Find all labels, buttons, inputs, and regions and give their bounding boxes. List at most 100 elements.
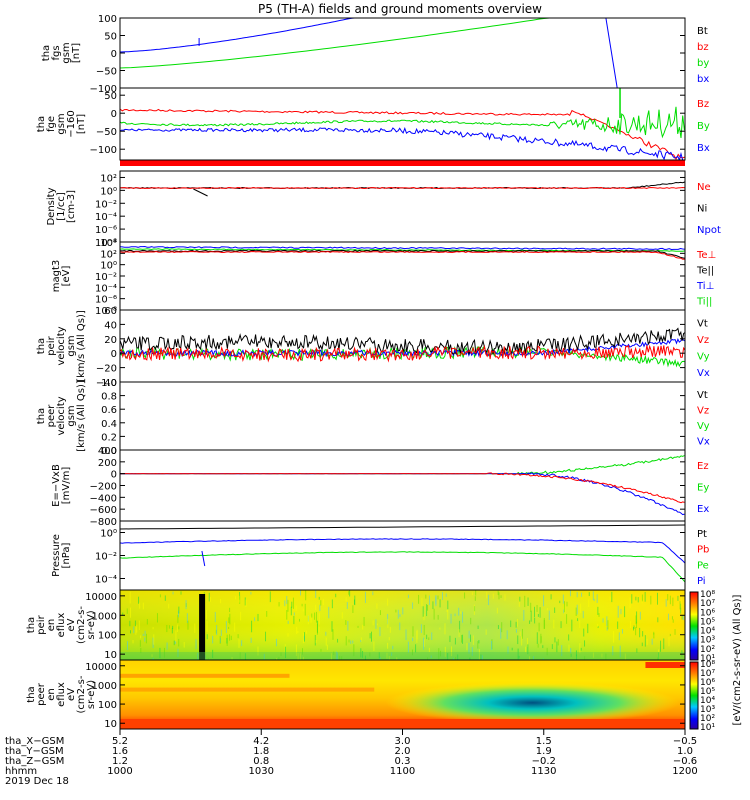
y-axis-label: velocity	[56, 396, 67, 435]
ion-pixel	[644, 635, 646, 647]
ion-pixel	[466, 643, 468, 651]
y-axis-label: eV	[66, 688, 77, 701]
ion-pixel	[391, 652, 393, 656]
y-tick-label: 0	[111, 470, 117, 481]
ion-pixel	[234, 622, 236, 632]
ion-pixel	[517, 619, 519, 627]
series-vt	[119, 327, 686, 355]
ion-pixel	[515, 629, 517, 633]
xaxis-row-value: −0.5	[673, 736, 697, 747]
ion-pixel	[341, 612, 343, 619]
xaxis-row-value: 1130	[531, 766, 556, 777]
ion-pixel	[178, 606, 180, 614]
ion-pixel	[152, 637, 154, 649]
ion-pixel	[677, 595, 679, 601]
y-tick-label: 10	[104, 719, 117, 730]
ion-pixel	[287, 620, 289, 624]
legend-ti: Ti||	[696, 296, 712, 307]
y-tick-label: 1000	[92, 611, 117, 622]
ion-pixel	[624, 653, 626, 666]
series-ex	[119, 472, 685, 516]
ion-pixel	[496, 607, 498, 614]
ion-pixel	[373, 641, 375, 651]
ion-pixel	[428, 647, 430, 653]
legend-vx: Vx	[697, 368, 710, 379]
ion-pixel	[194, 623, 196, 633]
colorbar-lower-tick: 10³	[700, 705, 715, 715]
ion-pixel	[523, 609, 525, 621]
ion-pixel	[197, 652, 199, 663]
ion-pixel	[130, 607, 132, 618]
ion-pixel	[510, 620, 512, 628]
ion-pixel	[422, 606, 424, 617]
y-axis-label: tha	[36, 338, 47, 354]
y-axis-label: [nPa]	[61, 542, 72, 568]
y-tick-label: 10⁻⁴	[95, 283, 117, 294]
ion-pixel	[239, 652, 241, 660]
ion-pixel	[462, 611, 464, 623]
ion-pixel	[449, 635, 451, 643]
y-axis-label: en	[46, 688, 57, 701]
ion-pixel	[407, 641, 409, 653]
ion-pixel	[477, 641, 479, 649]
ion-pixel	[680, 595, 682, 608]
colorbar-upper-tick: 10²	[700, 645, 715, 655]
ion-pixel	[637, 597, 639, 603]
y-tick-label: 10000	[85, 592, 117, 603]
ion-pixel	[517, 635, 519, 645]
y-axis-label: eflux	[56, 682, 67, 707]
xaxis-row-value: 1200	[672, 766, 697, 777]
ion-pixel	[301, 603, 303, 607]
ion-pixel	[596, 594, 598, 603]
ion-pixel	[601, 653, 603, 658]
ion-pixel	[624, 606, 626, 618]
ion-pixel	[546, 607, 548, 611]
panel-10-plot	[120, 660, 685, 729]
ion-pixel	[440, 650, 442, 657]
colorbar-upper-tick: 10⁴	[700, 627, 715, 637]
y-axis-label: sr-eV)	[86, 610, 97, 639]
panel-frame	[119, 87, 686, 161]
ion-pixel	[597, 606, 599, 615]
ion-pixel	[297, 630, 299, 634]
ion-pixel	[583, 628, 585, 637]
y-tick-label: −40	[96, 378, 117, 389]
ion-pixel	[178, 638, 180, 647]
ion-pixel	[126, 641, 128, 651]
ion-pixel	[159, 594, 161, 598]
ion-pixel	[295, 605, 297, 612]
y-axis-label: [nT]	[76, 114, 87, 134]
legend-bt: Bt	[697, 26, 708, 37]
ion-pixel	[333, 651, 335, 656]
ion-pixel	[464, 592, 466, 599]
ion-pixel	[521, 636, 523, 646]
legend-pi: Pi	[697, 576, 706, 587]
ion-pixel	[611, 591, 613, 603]
ion-pixel	[619, 645, 621, 658]
ion-pixel	[646, 638, 648, 646]
colorbar-lower-tick: 10⁸	[700, 660, 715, 670]
ion-pixel	[220, 629, 222, 637]
ion-pixel	[554, 607, 556, 613]
ion-pixel	[230, 635, 232, 641]
xaxis-row-value: 0.8	[253, 756, 269, 767]
ion-pixel	[133, 626, 135, 634]
ion-pixel	[569, 590, 571, 597]
ion-pixel	[537, 643, 539, 648]
ion-pixel	[163, 647, 165, 658]
y-tick-label: 0.4	[101, 419, 117, 430]
ion-pixel	[322, 598, 324, 606]
ion-pixel	[427, 657, 429, 660]
y-tick-label: 50	[104, 32, 117, 43]
ion-pixel	[602, 618, 604, 623]
ion-pixel	[431, 632, 433, 641]
y-tick-label: 10⁰	[100, 261, 117, 272]
y-axis-label: (cm2-s-	[76, 606, 87, 644]
panel-5: 60 40 20 0 −20 −40 tha peir velocity gsm [km/s (Al…	[36, 306, 710, 389]
xaxis-row-value: 1.0	[677, 746, 693, 757]
series-teperp	[119, 250, 685, 260]
ion-pixel	[527, 597, 529, 606]
ion-pixel	[412, 626, 414, 637]
ion-pixel	[598, 613, 600, 617]
